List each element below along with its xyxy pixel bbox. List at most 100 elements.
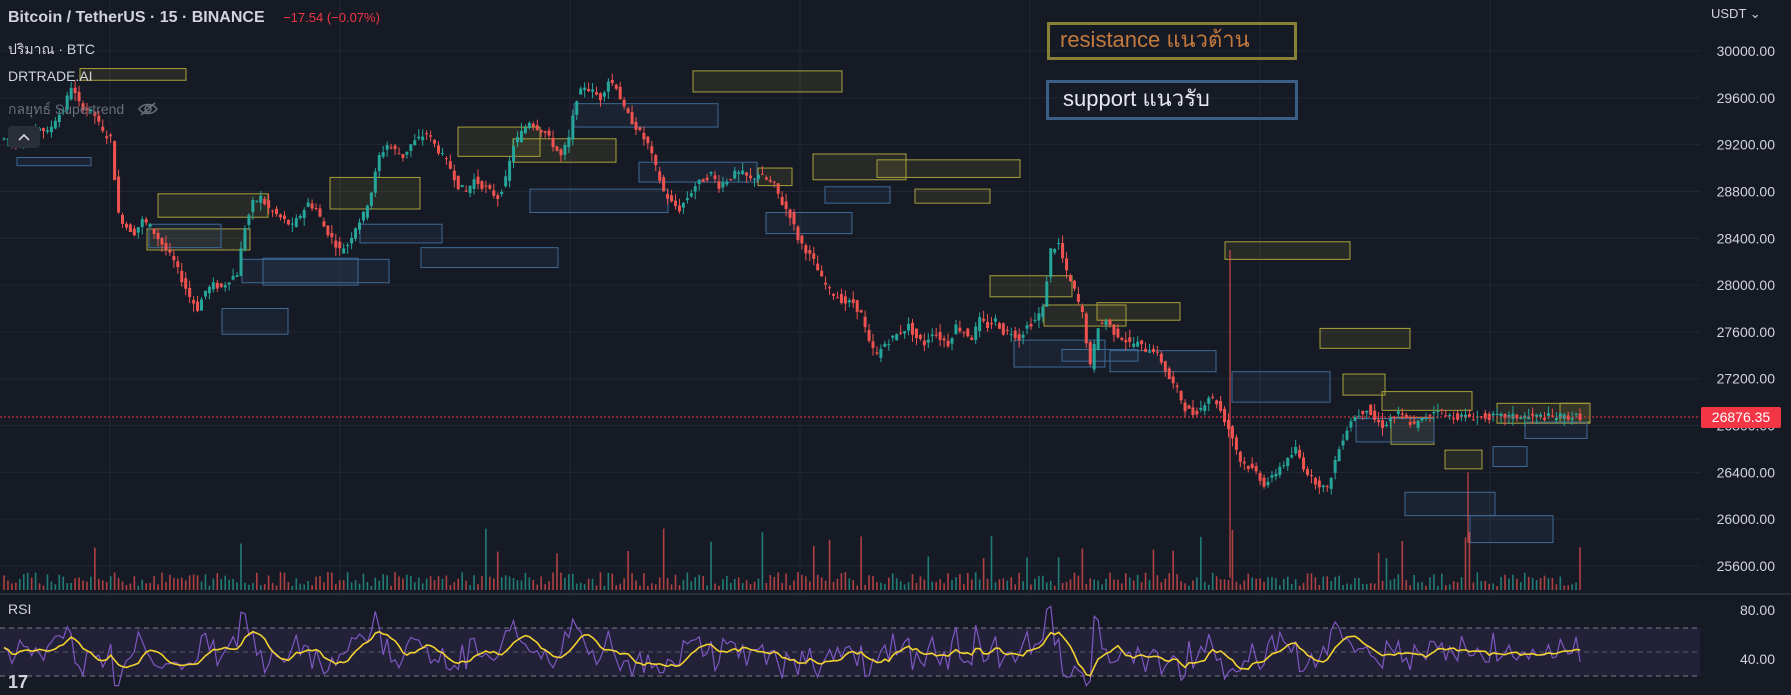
volume-bar (1302, 582, 1305, 590)
candle-body (606, 81, 610, 92)
volume-bar (1523, 572, 1526, 590)
symbol-title[interactable]: Bitcoin / TetherUS · 15 · BINANCE (8, 9, 265, 26)
tradingview-logo[interactable]: 17 (8, 672, 29, 692)
resistance-zone (1342, 373, 1386, 396)
volume-bar (406, 574, 408, 590)
volume-bar (1421, 581, 1423, 590)
volume-bar (1393, 578, 1396, 590)
candle-body (1013, 330, 1017, 339)
candle-body (567, 137, 571, 148)
volume-bar (180, 577, 183, 590)
volume-bar (836, 578, 839, 590)
candle-body (535, 125, 539, 130)
volume-bar (42, 585, 45, 590)
volume-bar (678, 585, 681, 590)
volume-bar (414, 582, 416, 590)
volume-legend[interactable]: ปริมาณ · BTC (8, 41, 95, 57)
candle-body (1452, 418, 1456, 420)
candle-body (646, 136, 650, 144)
rsi-tick-label: 40.00 (1740, 651, 1775, 667)
candle-body (1392, 417, 1396, 419)
volume-bar (840, 573, 843, 590)
volume-bar (955, 577, 957, 590)
volume-bar (1322, 576, 1325, 590)
support-zone (1524, 421, 1588, 439)
volume-bar (141, 579, 144, 590)
strategy-legend[interactable]: กลยุทธ์ Supertrend (8, 99, 158, 121)
rsi-axis[interactable]: 80.00 40.00 (1740, 602, 1775, 667)
volume-bar (1223, 579, 1226, 590)
candle-body (547, 130, 551, 136)
volume-bar (1093, 579, 1095, 590)
candle-body (630, 112, 634, 125)
volume-bar (109, 576, 112, 590)
candle-body (1499, 413, 1503, 416)
candle-body (954, 324, 958, 335)
volume-bar (1144, 572, 1147, 590)
volume-bar (311, 585, 313, 590)
volume-bar (1239, 584, 1242, 590)
volume-bar (224, 575, 226, 590)
volume-bar (303, 584, 305, 590)
volume-bar (184, 580, 187, 590)
volume-bar (757, 578, 760, 590)
candle-body (824, 282, 828, 285)
volume-bar (1373, 583, 1376, 590)
volume-bar (22, 574, 25, 590)
candle-body (1290, 455, 1294, 458)
volume-bar (1531, 578, 1534, 590)
candle-body (1408, 422, 1412, 425)
candle-body (385, 145, 389, 150)
candle-body (875, 352, 879, 354)
candle-body (1385, 424, 1388, 427)
candle-body (101, 126, 105, 131)
candle-body (1223, 408, 1227, 423)
volume-bar (429, 575, 432, 590)
candle-body (1049, 248, 1053, 278)
volume-bar (974, 572, 977, 590)
volume-bar (50, 581, 53, 590)
candle-body (1491, 413, 1495, 416)
volume-bar (500, 577, 503, 590)
support-zone (420, 247, 559, 269)
volume-bar (753, 581, 756, 590)
symbol-legend[interactable]: Bitcoin / TetherUS · 15 · BINANCE −17.54… (8, 9, 380, 27)
candle-body (1381, 420, 1385, 428)
rsi-legend[interactable]: RSI (8, 601, 32, 617)
candle-body (701, 179, 705, 183)
volume-bar (1290, 583, 1293, 590)
volume-bar (1527, 576, 1530, 590)
candle-body (891, 335, 895, 338)
eye-hidden-icon[interactable] (138, 102, 158, 119)
price-tick-label: 29600.00 (1717, 90, 1776, 106)
candle-body (828, 287, 832, 289)
volume-bar (437, 576, 440, 590)
volume-bar (599, 572, 602, 590)
currency-selector[interactable]: USDT ⌄ (1711, 6, 1761, 22)
volume-bar (923, 579, 926, 590)
volume-bar (1488, 583, 1490, 590)
volume-bar (3, 575, 5, 590)
volume-bar (1065, 581, 1068, 590)
indicator-legend[interactable]: DRTRADE.AI (8, 68, 93, 84)
volume-bar (1215, 576, 1218, 590)
candle-body (500, 192, 504, 195)
resistance-zone (757, 167, 793, 187)
candle-body (480, 181, 484, 190)
volume-bar (895, 578, 898, 590)
volume-bar (824, 580, 827, 590)
candle-body (1278, 466, 1282, 476)
candle-body (1270, 475, 1274, 478)
candle-body (152, 228, 156, 234)
volume-bar (1338, 575, 1340, 590)
support-zone (638, 161, 758, 183)
volume-bar (259, 585, 262, 590)
volume-bar (15, 582, 17, 590)
candle-body (1294, 446, 1298, 454)
collapse-legend-button[interactable] (8, 126, 40, 148)
price-axis[interactable]: 30000.00 29600.00 29200.00 28800.00 28400.00… (1717, 43, 1776, 574)
candle-body (1096, 328, 1100, 351)
volume-bar (1389, 580, 1392, 590)
volume-bar (674, 574, 677, 590)
